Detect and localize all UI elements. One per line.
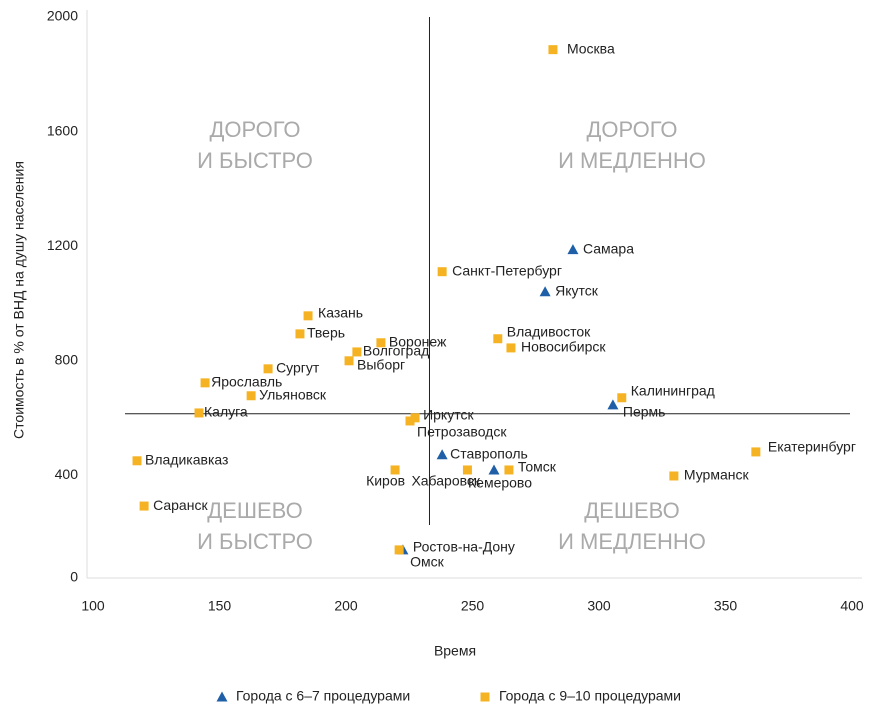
point-square [462,465,472,475]
point-label: Хабаровск [411,473,480,489]
point-square [246,391,256,401]
quadrant-label: ДЕШЕВО [207,498,302,523]
y-tick-label: 400 [55,466,79,482]
point-square [506,343,516,353]
point-label: Новосибирск [521,339,606,355]
point-label: Якутск [555,282,599,298]
x-tick-label: 250 [461,598,485,614]
point-label: Самара [583,240,634,256]
quadrant-label: ДОРОГО [209,117,300,142]
point-square [548,45,558,55]
x-tick-label: 400 [840,598,864,614]
x-tick-label: 100 [81,598,105,614]
legend-label: Города с 9–10 процедурами [499,688,681,704]
legend-marker [216,691,228,702]
point-label: Москва [567,40,615,56]
point-label: Воронеж [389,333,447,349]
point-label: Саранск [153,497,208,513]
point-triangle [436,449,448,460]
point-square [405,416,415,426]
point-label: Калининград [631,382,715,398]
point-square [493,334,503,344]
point-label: Ульяновск [259,386,327,402]
point-label: Казань [318,305,363,321]
point-label: Ростов-на-Дону [413,539,515,555]
point-label: Ставрополь [450,445,528,461]
point-label: Калуга [204,404,248,420]
x-tick-label: 150 [208,598,232,614]
point-square [410,413,420,423]
point-label: Кемерово [468,475,532,491]
point-label: Томск [518,459,557,475]
legend-label: Города с 6–7 процедурами [236,688,410,704]
point-square [504,465,514,475]
point-label: Санкт-Петербург [452,262,562,278]
point-square [390,465,400,475]
point-label: Владивосток [507,323,591,339]
point-square [394,545,404,555]
point-label: Мурманск [684,467,750,483]
point-square [376,338,386,348]
point-label: Ярославль [211,374,282,390]
point-label: Тверь [307,325,345,341]
point-square [617,393,627,403]
point-square [194,408,204,418]
point-label: Киров [366,473,405,489]
quadrant-label: ДЕШЕВО [584,498,679,523]
point-square [437,267,447,277]
point-square [263,364,273,374]
point-triangle [488,464,500,475]
point-label: Волгоград [363,343,429,359]
point-square [751,447,761,457]
x-tick-label: 350 [714,598,738,614]
point-square [303,311,313,321]
point-square [132,456,142,466]
point-label: Сургут [276,360,320,376]
point-label: Омск [410,554,445,570]
y-tick-label: 0 [70,569,78,585]
point-label: Выборг [357,357,405,373]
point-square [352,347,362,357]
point-label: Пермь [623,404,666,420]
y-tick-label: 800 [55,352,79,368]
point-triangle [567,244,579,255]
point-label: Екатеринбург [768,439,856,455]
y-tick-label: 2000 [47,8,78,24]
x-axis-label: Время [434,643,476,659]
quadrant-label: ДОРОГО [586,117,677,142]
quadrant-label: И МЕДЛЕННО [558,529,706,554]
point-label: Петрозаводск [417,424,507,440]
point-square [344,356,354,366]
x-tick-label: 200 [334,598,358,614]
quadrant-label: И БЫСТРО [197,529,313,554]
point-square [200,378,210,388]
point-label: Владикавказ [145,451,228,467]
point-square [295,329,305,339]
point-square [139,501,149,511]
y-tick-label: 1200 [47,237,78,253]
y-tick-label: 1600 [47,122,78,138]
legend-marker [480,692,490,702]
y-axis-label: Стоимость в % от ВНД на душу населения [11,161,27,439]
point-triangle [539,286,551,297]
point-square [669,471,679,481]
quadrant-label: И БЫСТРО [197,148,313,173]
quadrant-label: И МЕДЛЕННО [558,148,706,173]
x-tick-label: 300 [587,598,611,614]
point-label: Иркутск [423,407,474,423]
point-triangle [607,399,619,410]
